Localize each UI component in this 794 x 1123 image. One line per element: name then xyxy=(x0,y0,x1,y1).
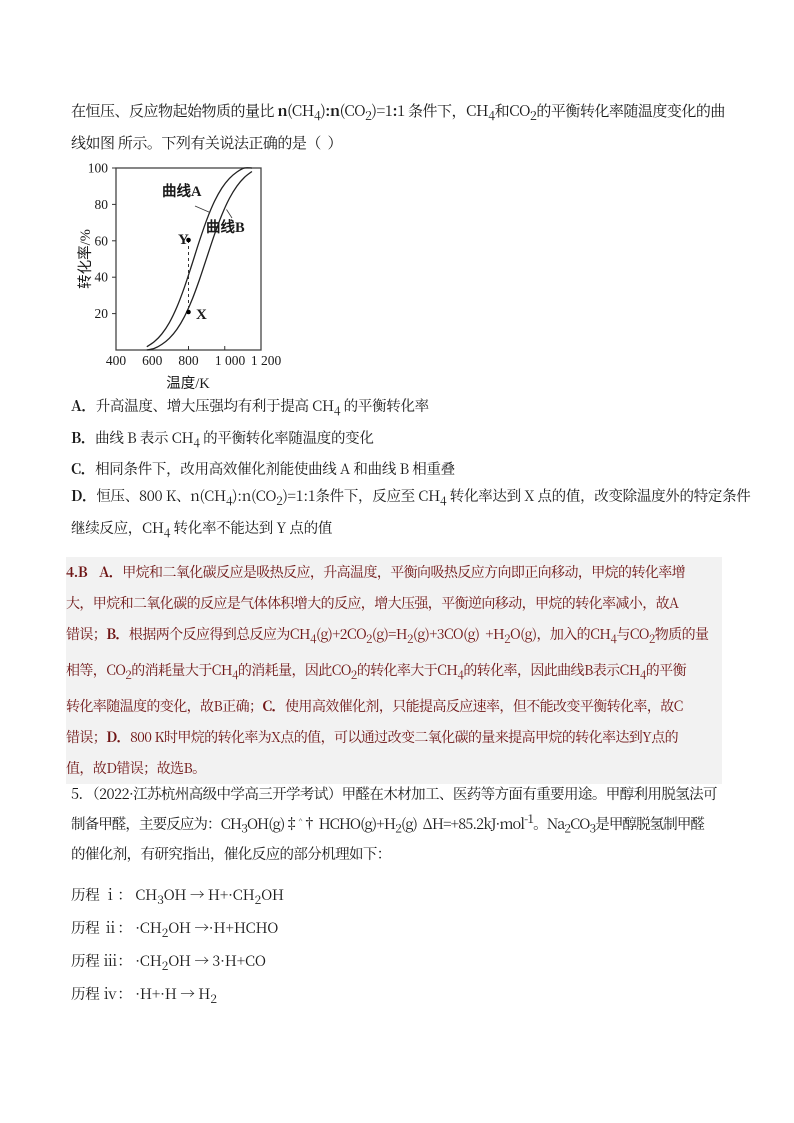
svg-text:曲线B: 曲线B xyxy=(206,218,245,236)
svg-text:转化率/%: 转化率/% xyxy=(77,229,94,289)
svg-text:曲线A: 曲线A xyxy=(162,182,202,200)
svg-text:40: 40 xyxy=(95,270,109,285)
svg-text:温度/K: 温度/K xyxy=(166,375,210,392)
svg-text:1 200: 1 200 xyxy=(251,353,282,368)
svg-text:1 000: 1 000 xyxy=(215,353,246,368)
svg-text:100: 100 xyxy=(88,161,109,176)
svg-text:20: 20 xyxy=(95,306,109,321)
svg-text:600: 600 xyxy=(142,353,163,368)
svg-text:80: 80 xyxy=(95,197,109,212)
svg-text:60: 60 xyxy=(95,233,109,248)
svg-text:400: 400 xyxy=(106,353,127,368)
svg-text:800: 800 xyxy=(178,353,199,368)
svg-text:Y: Y xyxy=(178,232,189,248)
svg-text:X: X xyxy=(196,307,207,323)
